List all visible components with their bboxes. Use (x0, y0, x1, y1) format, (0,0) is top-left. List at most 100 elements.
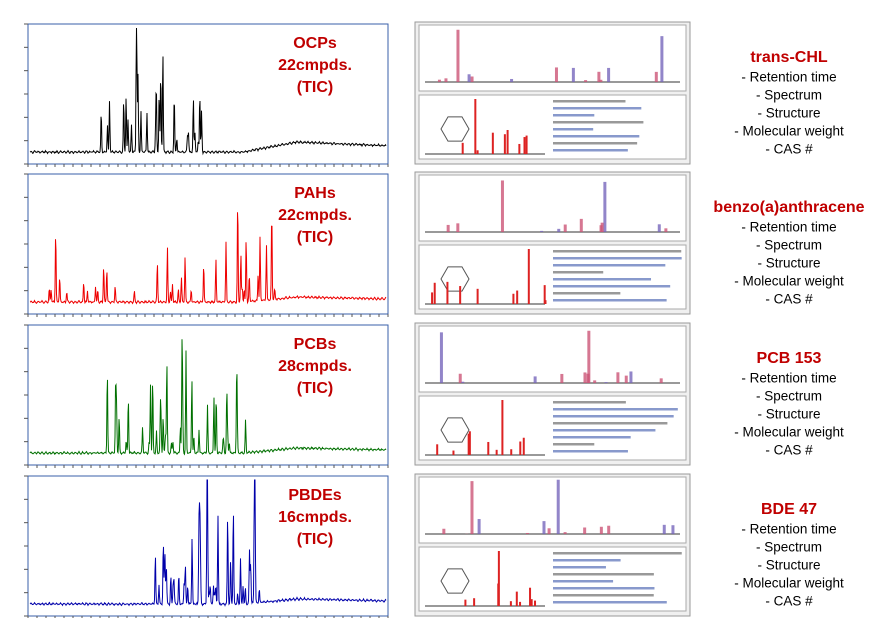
spectrum-peak (579, 218, 583, 232)
info-line (553, 443, 595, 446)
spectrum-peak (583, 527, 587, 534)
ms-peak (519, 441, 522, 455)
info-line (553, 408, 678, 411)
spectrum-peak (664, 228, 668, 232)
ms-peak (515, 591, 518, 606)
spectrum-peak (533, 376, 537, 383)
info-line (553, 552, 682, 555)
spectrum-peak (660, 36, 664, 82)
ms-peak (509, 601, 512, 606)
spectrum-peak (599, 79, 603, 82)
info-line (553, 264, 666, 267)
spectrum-peak (657, 224, 661, 232)
ms-peak (529, 587, 532, 606)
info-line (553, 142, 638, 145)
chromatogram-trace (29, 27, 387, 156)
ms-peak (523, 137, 526, 154)
spectrum-bottom (418, 546, 687, 612)
spectrum-peak (461, 381, 465, 383)
info-line (553, 114, 595, 117)
spectrum-top (418, 24, 687, 92)
spectrum-top (418, 325, 687, 393)
detail: - Structure (757, 106, 820, 121)
chromatogram-frame (27, 23, 389, 165)
spectrum-peak (542, 521, 546, 534)
spectrum-top (418, 476, 687, 544)
spectrum-peak (599, 526, 603, 534)
info-line (553, 429, 656, 432)
info-line (553, 257, 682, 260)
info-line (553, 559, 621, 562)
spectrum-peak (540, 230, 544, 232)
info-line (553, 594, 654, 597)
spectrum-peak (437, 79, 441, 82)
class-label: (TIC) (297, 380, 333, 397)
info-line (553, 436, 631, 439)
ms-peak (512, 293, 515, 304)
info-line (553, 450, 628, 453)
detail: - Structure (757, 256, 820, 271)
ms-peak (530, 599, 533, 606)
spectrum-peak (587, 330, 591, 383)
spectrum-peak (470, 481, 474, 534)
info-line (553, 422, 668, 425)
ms-peak (497, 551, 500, 606)
info-line (553, 580, 614, 583)
ms-peak (543, 285, 546, 304)
class-label: (TIC) (297, 229, 333, 246)
detail: - CAS # (765, 142, 813, 157)
spectrum-peak (446, 224, 450, 232)
spectrum-peak (456, 29, 460, 83)
ms-peak (487, 441, 490, 455)
spectrum-peak (556, 479, 560, 534)
spectrum-peak (624, 375, 628, 383)
detail: - Structure (757, 407, 820, 422)
spectrum-peak (597, 71, 601, 82)
detail: - Molecular weight (734, 124, 844, 139)
spectrum-peak (563, 532, 567, 534)
info-line (553, 601, 667, 604)
info-line (553, 278, 652, 281)
class-label: PAHs (294, 185, 336, 202)
info-line (553, 128, 594, 131)
spectrum-peak (662, 524, 666, 534)
compound-name: BDE 47 (761, 501, 817, 518)
spectrum-bottom (418, 395, 687, 461)
spectrum-peak (583, 372, 587, 383)
ms-peak (464, 599, 467, 606)
ms-peak (461, 142, 464, 154)
spectrum-peak (607, 525, 611, 534)
spectrum-peak (654, 71, 658, 82)
compound-name: PCB 153 (757, 350, 822, 367)
info-line (553, 587, 655, 590)
ms-peak (503, 134, 506, 154)
detail: - Retention time (741, 371, 836, 386)
detail: - Retention time (741, 70, 836, 85)
spectrum-peak (458, 373, 462, 383)
spectrum-peak (510, 78, 514, 82)
detail: - CAS # (765, 594, 813, 609)
ms-peak (433, 282, 436, 304)
info-line (553, 415, 674, 418)
spectrum-peak (586, 373, 590, 383)
chromatogram-frame (27, 173, 389, 315)
spectrum-peak (659, 378, 663, 383)
ms-peak (446, 281, 449, 304)
ms-peak (452, 450, 455, 455)
spectrum-top (418, 174, 687, 242)
structure (440, 417, 470, 443)
ms-peak (468, 431, 471, 455)
ms-peak (495, 449, 498, 455)
ms-peak (474, 99, 477, 154)
detail: - Spectrum (756, 389, 822, 404)
detail: - Molecular weight (734, 576, 844, 591)
spectrum-bottom (418, 244, 687, 310)
info-line (553, 573, 654, 576)
class-label: PBDEs (288, 487, 341, 504)
ms-peak (527, 249, 530, 304)
compound-name: trans-CHL (750, 49, 828, 66)
ms-peak (525, 135, 528, 154)
detail: - Spectrum (756, 238, 822, 253)
info-line (553, 135, 640, 138)
detail: - Structure (757, 558, 820, 573)
